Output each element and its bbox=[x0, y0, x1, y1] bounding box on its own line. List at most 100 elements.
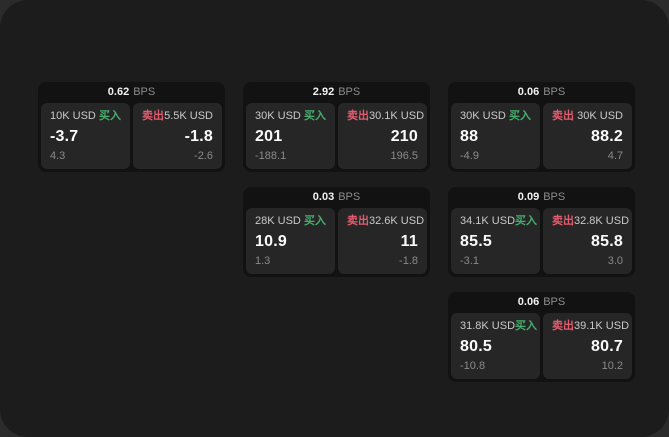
sell-price: 80.7 bbox=[591, 337, 623, 355]
sell-panel-top: 卖出 30.1K USD bbox=[347, 110, 424, 123]
sell-panel-top: 卖出 30K USD bbox=[552, 110, 623, 123]
quote-card: 0.03 BPS 28K USD 买入 10.9 1.3 卖出 32.6K US… bbox=[243, 187, 430, 277]
buy-delta: -188.1 bbox=[255, 150, 287, 162]
bps-header: 0.03 BPS bbox=[246, 187, 427, 208]
buy-panel-top: 34.1K USD 买入 bbox=[460, 215, 537, 228]
sell-side-label: 卖出 bbox=[552, 320, 574, 332]
quote-panels: 30K USD 买入 88 -4.9 卖出 30K USD 88.2 4.7 bbox=[451, 103, 632, 169]
bps-unit: BPS bbox=[338, 86, 361, 98]
buy-delta: 1.3 bbox=[255, 255, 271, 267]
sell-side-label: 卖出 bbox=[552, 215, 574, 227]
sell-side-label: 卖出 bbox=[552, 110, 574, 122]
buy-side-label: 买入 bbox=[509, 110, 531, 122]
sell-price: 210 bbox=[390, 127, 418, 145]
bps-value: 0.62 bbox=[107, 86, 130, 98]
bps-unit: BPS bbox=[543, 296, 566, 308]
bps-unit: BPS bbox=[543, 191, 566, 203]
buy-size-label: 30K USD bbox=[255, 110, 301, 122]
buy-size-label: 28K USD bbox=[255, 215, 301, 227]
buy-price: 201 bbox=[255, 127, 283, 145]
bps-header: 0.62 BPS bbox=[41, 82, 222, 103]
buy-size-label: 34.1K USD bbox=[460, 215, 516, 227]
sell-panel[interactable]: 卖出 30.1K USD 210 196.5 bbox=[338, 103, 427, 169]
buy-price: -3.7 bbox=[50, 127, 79, 145]
sell-price: -1.8 bbox=[184, 127, 213, 145]
bps-header: 0.09 BPS bbox=[451, 187, 632, 208]
bps-header: 0.06 BPS bbox=[451, 292, 632, 313]
bps-value: 0.09 bbox=[517, 191, 540, 203]
sell-side-label: 卖出 bbox=[142, 110, 164, 122]
sell-delta: 3.0 bbox=[607, 255, 623, 267]
buy-panel-top: 28K USD 买入 bbox=[255, 215, 326, 228]
buy-price: 80.5 bbox=[460, 337, 492, 355]
buy-panel[interactable]: 30K USD 买入 88 -4.9 bbox=[451, 103, 540, 169]
sell-panel[interactable]: 卖出 32.8K USD 85.8 3.0 bbox=[543, 208, 632, 274]
buy-panel-top: 10K USD 买入 bbox=[50, 110, 121, 123]
sell-delta: 10.2 bbox=[601, 360, 623, 372]
buy-size-label: 30K USD bbox=[460, 110, 506, 122]
buy-price: 88 bbox=[460, 127, 479, 145]
sell-panel[interactable]: 卖出 39.1K USD 80.7 10.2 bbox=[543, 313, 632, 379]
buy-side-label: 买入 bbox=[515, 215, 538, 227]
sell-panel-top: 卖出 32.8K USD bbox=[552, 215, 629, 228]
bps-value: 0.03 bbox=[312, 191, 335, 203]
buy-side-label: 买入 bbox=[304, 215, 326, 227]
buy-size-label: 10K USD bbox=[50, 110, 96, 122]
bps-unit: BPS bbox=[133, 86, 156, 98]
sell-delta: -1.8 bbox=[399, 255, 418, 267]
quote-card: 0.09 BPS 34.1K USD 买入 85.5 -3.1 卖出 32.8K… bbox=[448, 187, 635, 277]
bps-header: 0.06 BPS bbox=[451, 82, 632, 103]
bps-value: 0.06 bbox=[517, 86, 540, 98]
quote-panels: 10K USD 买入 -3.7 4.3 卖出 5.5K USD -1.8 -2.… bbox=[41, 103, 222, 169]
quote-card: 2.92 BPS 30K USD 买入 201 -188.1 卖出 30.1K … bbox=[243, 82, 430, 172]
sell-side-label: 卖出 bbox=[347, 215, 369, 227]
buy-price: 85.5 bbox=[460, 232, 492, 250]
sell-price: 88.2 bbox=[591, 127, 623, 145]
quote-card: 0.06 BPS 31.8K USD 买入 80.5 -10.8 卖出 39.1… bbox=[448, 292, 635, 382]
buy-side-label: 买入 bbox=[99, 110, 121, 122]
quote-panels: 30K USD 买入 201 -188.1 卖出 30.1K USD 210 1… bbox=[246, 103, 427, 169]
buy-delta: 4.3 bbox=[50, 150, 66, 162]
sell-panel[interactable]: 卖出 32.6K USD 11 -1.8 bbox=[338, 208, 427, 274]
buy-size-label: 31.8K USD bbox=[460, 320, 516, 332]
sell-delta: 4.7 bbox=[607, 150, 623, 162]
sell-delta: -2.6 bbox=[194, 150, 213, 162]
quote-panels: 34.1K USD 买入 85.5 -3.1 卖出 32.8K USD 85.8… bbox=[451, 208, 632, 274]
buy-panel-top: 31.8K USD 买入 bbox=[460, 320, 537, 333]
buy-panel[interactable]: 30K USD 买入 201 -188.1 bbox=[246, 103, 335, 169]
buy-panel[interactable]: 10K USD 买入 -3.7 4.3 bbox=[41, 103, 130, 169]
sell-panel-top: 卖出 5.5K USD bbox=[142, 110, 213, 123]
sell-panel[interactable]: 卖出 5.5K USD -1.8 -2.6 bbox=[133, 103, 222, 169]
bps-header: 2.92 BPS bbox=[246, 82, 427, 103]
sell-size-label: 30.1K USD bbox=[369, 110, 425, 122]
sell-size-label: 32.6K USD bbox=[369, 215, 425, 227]
buy-delta: -4.9 bbox=[460, 150, 479, 162]
sell-size-label: 5.5K USD bbox=[164, 110, 213, 122]
quote-card: 0.62 BPS 10K USD 买入 -3.7 4.3 卖出 5.5K USD… bbox=[38, 82, 225, 172]
sell-panel-top: 卖出 39.1K USD bbox=[552, 320, 629, 333]
buy-panel[interactable]: 34.1K USD 买入 85.5 -3.1 bbox=[451, 208, 540, 274]
sell-side-label: 卖出 bbox=[347, 110, 369, 122]
buy-panel-top: 30K USD 买入 bbox=[255, 110, 326, 123]
buy-panel-top: 30K USD 买入 bbox=[460, 110, 531, 123]
sell-price: 85.8 bbox=[591, 232, 623, 250]
buy-side-label: 买入 bbox=[515, 320, 538, 332]
bps-value: 2.92 bbox=[312, 86, 335, 98]
buy-panel[interactable]: 31.8K USD 买入 80.5 -10.8 bbox=[451, 313, 540, 379]
buy-delta: -3.1 bbox=[460, 255, 479, 267]
buy-delta: -10.8 bbox=[460, 360, 486, 372]
sell-size-label: 30K USD bbox=[577, 110, 623, 122]
buy-price: 10.9 bbox=[255, 232, 287, 250]
bps-value: 0.06 bbox=[517, 296, 540, 308]
quote-panels: 31.8K USD 买入 80.5 -10.8 卖出 39.1K USD 80.… bbox=[451, 313, 632, 379]
sell-delta: 196.5 bbox=[390, 150, 418, 162]
buy-panel[interactable]: 28K USD 买入 10.9 1.3 bbox=[246, 208, 335, 274]
buy-side-label: 买入 bbox=[304, 110, 326, 122]
quote-card: 0.06 BPS 30K USD 买入 88 -4.9 卖出 30K USD 8… bbox=[448, 82, 635, 172]
quote-panels: 28K USD 买入 10.9 1.3 卖出 32.6K USD 11 -1.8 bbox=[246, 208, 427, 274]
sell-size-label: 32.8K USD bbox=[574, 215, 630, 227]
sell-size-label: 39.1K USD bbox=[574, 320, 630, 332]
sell-panel[interactable]: 卖出 30K USD 88.2 4.7 bbox=[543, 103, 632, 169]
bps-unit: BPS bbox=[543, 86, 566, 98]
